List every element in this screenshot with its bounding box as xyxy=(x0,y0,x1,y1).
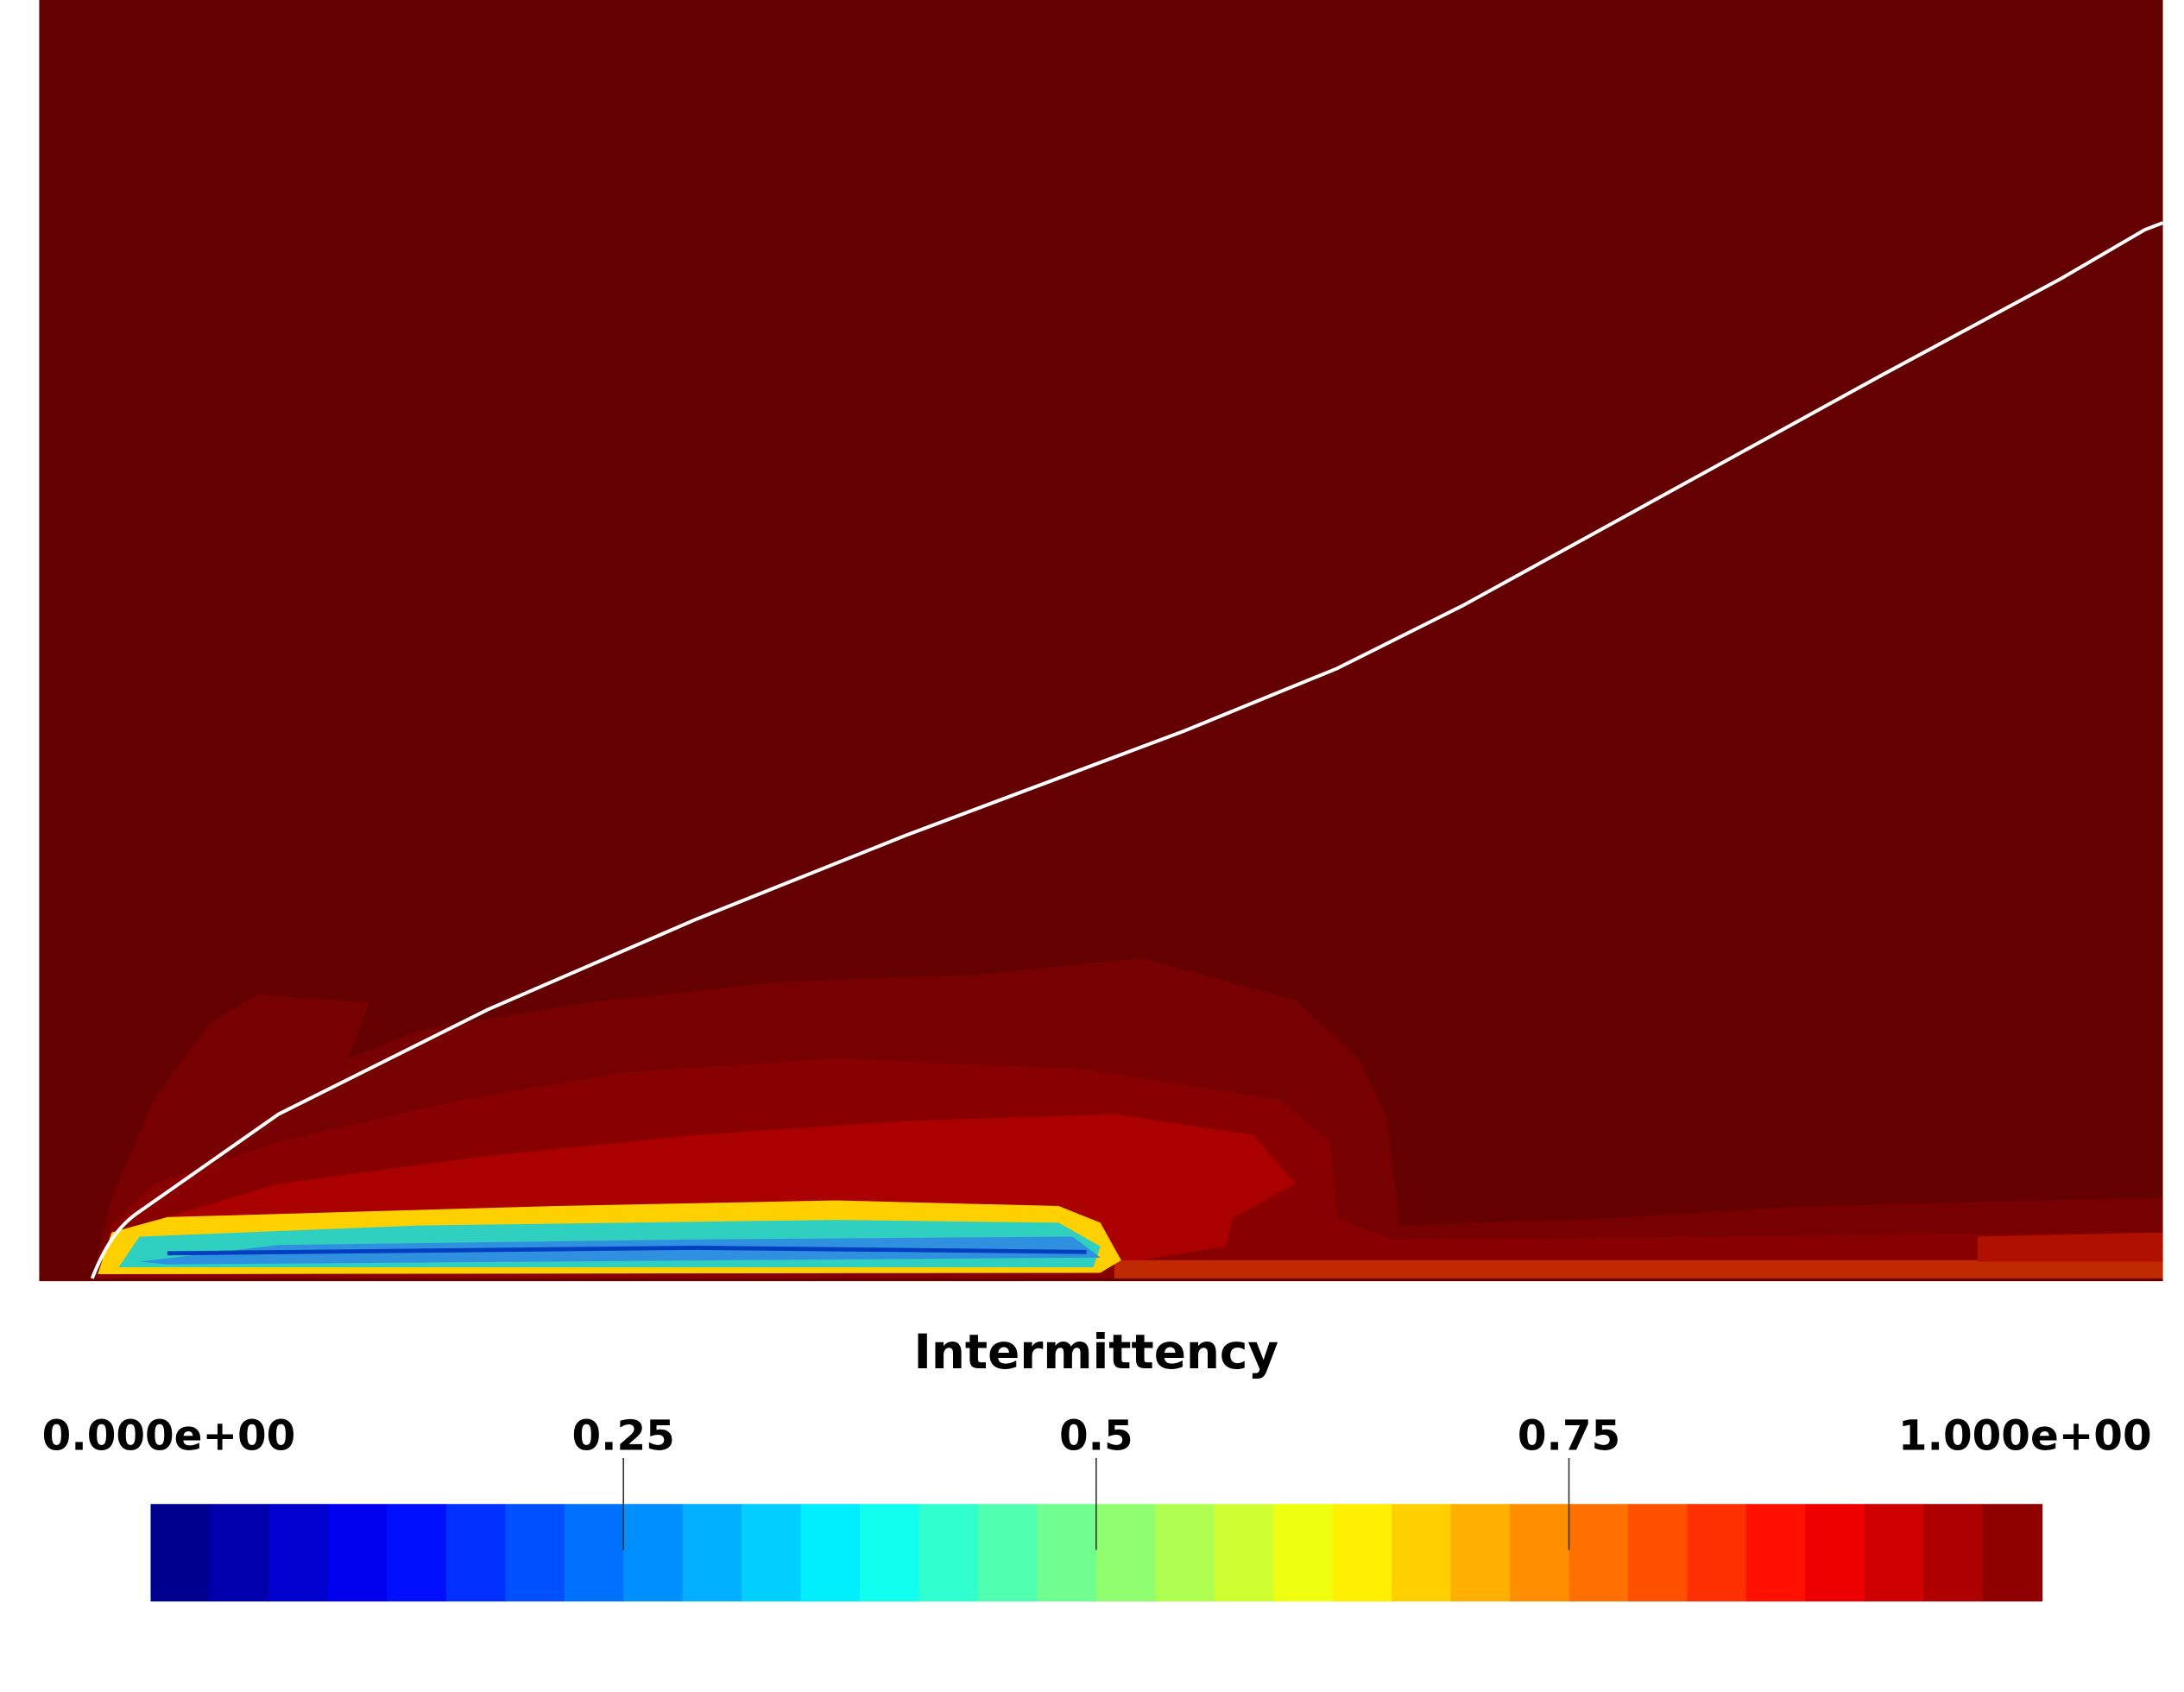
colorbar-band xyxy=(1923,1504,1984,1602)
colorbar-band xyxy=(1569,1504,1629,1602)
colorbar-band xyxy=(1510,1504,1570,1602)
tick-label: 0.25 xyxy=(571,1411,674,1460)
colorbar-band xyxy=(860,1504,920,1602)
colorbar-band xyxy=(1745,1504,1807,1602)
colorbar-band xyxy=(1687,1504,1747,1602)
colorbar-band xyxy=(1037,1504,1097,1602)
colorbar xyxy=(150,1504,2043,1602)
colorbar-band xyxy=(977,1504,1038,1602)
colorbar-band xyxy=(1805,1504,1865,1602)
colorbar-band xyxy=(564,1504,625,1602)
colorbar-band xyxy=(268,1504,329,1602)
tick-label: 0.5 xyxy=(1059,1411,1133,1460)
colorbar-band xyxy=(1982,1504,2043,1602)
streak-core xyxy=(167,1245,1087,1256)
colorbar-band xyxy=(327,1504,388,1602)
colorbar-band xyxy=(1155,1504,1215,1602)
colorbar-band xyxy=(1214,1504,1275,1602)
colorbar-band xyxy=(1392,1504,1452,1602)
tick-label: 0.75 xyxy=(1518,1411,1620,1460)
colorbar-band xyxy=(623,1504,684,1602)
range-label: 0.000e+00 xyxy=(42,1411,296,1460)
colorbar-title: Intermittency xyxy=(914,1324,1279,1379)
range-label: 1.000e+00 xyxy=(1898,1411,2152,1460)
contour-line xyxy=(90,221,2164,1279)
colorbar-band xyxy=(742,1504,802,1602)
field-region xyxy=(1977,1232,2163,1262)
colorbar-band xyxy=(918,1504,979,1602)
colorbar-band xyxy=(150,1504,211,1602)
colorbar-band xyxy=(387,1504,447,1602)
wall-band xyxy=(1114,1260,2163,1278)
colorbar-band xyxy=(1332,1504,1393,1602)
colorbar-band xyxy=(1450,1504,1512,1602)
colorbar-band xyxy=(1273,1504,1334,1602)
colorbar-band xyxy=(1627,1504,1688,1602)
colorbar-band xyxy=(209,1504,270,1602)
colorbar-band xyxy=(445,1504,507,1602)
colorbar-band xyxy=(505,1504,565,1602)
colorbar-band xyxy=(800,1504,861,1602)
colorbar-band xyxy=(682,1504,743,1602)
field-plot xyxy=(39,0,2164,1282)
colorbar-band xyxy=(1095,1504,1157,1602)
colorbar-band xyxy=(1864,1504,1925,1602)
